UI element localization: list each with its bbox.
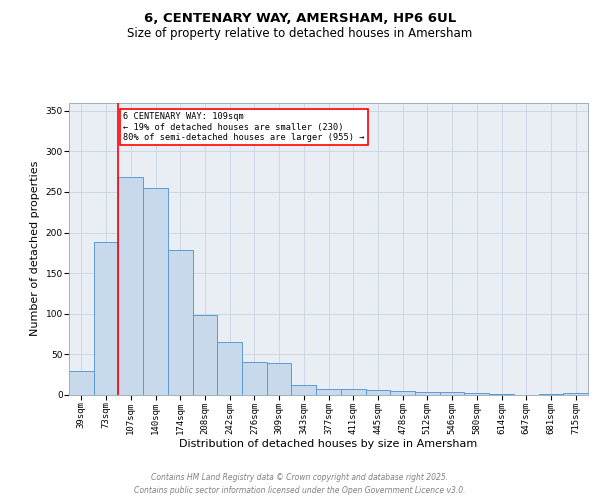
- Bar: [143, 188, 168, 395]
- Bar: [464, 392, 489, 395]
- Bar: [415, 392, 440, 395]
- Bar: [292, 385, 316, 395]
- Text: 6 CENTENARY WAY: 109sqm
← 19% of detached houses are smaller (230)
80% of semi-d: 6 CENTENARY WAY: 109sqm ← 19% of detache…: [124, 112, 365, 142]
- Text: Contains HM Land Registry data © Crown copyright and database right 2025.: Contains HM Land Registry data © Crown c…: [151, 472, 449, 482]
- Bar: [341, 388, 365, 395]
- Bar: [365, 390, 390, 395]
- Bar: [193, 314, 217, 395]
- Bar: [316, 388, 341, 395]
- Bar: [94, 242, 118, 395]
- Text: Contains public sector information licensed under the Open Government Licence v3: Contains public sector information licen…: [134, 486, 466, 495]
- Bar: [267, 362, 292, 395]
- Bar: [390, 391, 415, 395]
- Bar: [69, 370, 94, 395]
- Text: Size of property relative to detached houses in Amersham: Size of property relative to detached ho…: [127, 28, 473, 40]
- Bar: [539, 394, 563, 395]
- Bar: [168, 250, 193, 395]
- Bar: [563, 394, 588, 395]
- Bar: [489, 394, 514, 395]
- Bar: [217, 342, 242, 395]
- Bar: [118, 178, 143, 395]
- Bar: [242, 362, 267, 395]
- Y-axis label: Number of detached properties: Number of detached properties: [30, 161, 40, 336]
- Text: 6, CENTENARY WAY, AMERSHAM, HP6 6UL: 6, CENTENARY WAY, AMERSHAM, HP6 6UL: [144, 12, 456, 26]
- Bar: [440, 392, 464, 395]
- X-axis label: Distribution of detached houses by size in Amersham: Distribution of detached houses by size …: [179, 439, 478, 449]
